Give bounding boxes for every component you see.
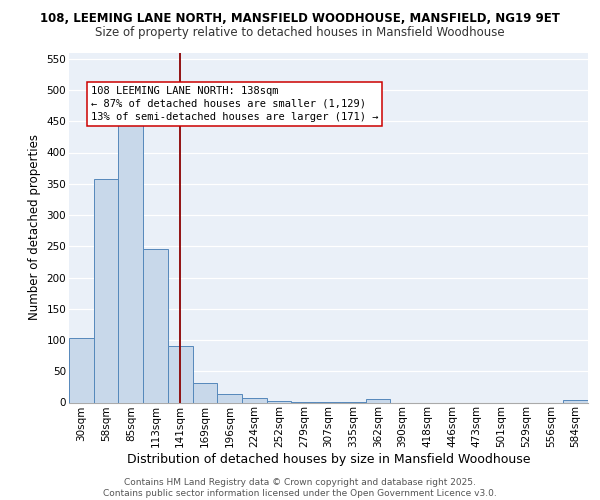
Bar	[365, 400, 390, 402]
Bar	[168, 346, 193, 403]
Bar	[143, 248, 168, 402]
Bar	[94, 180, 118, 402]
X-axis label: Distribution of detached houses by size in Mansfield Woodhouse: Distribution of detached houses by size …	[127, 453, 530, 466]
Bar	[118, 120, 143, 403]
Text: Size of property relative to detached houses in Mansfield Woodhouse: Size of property relative to detached ho…	[95, 26, 505, 39]
Text: 108, LEEMING LANE NORTH, MANSFIELD WOODHOUSE, MANSFIELD, NG19 9ET: 108, LEEMING LANE NORTH, MANSFIELD WOODH…	[40, 12, 560, 24]
Bar	[217, 394, 242, 402]
Bar	[563, 400, 588, 402]
Bar	[69, 338, 94, 402]
Bar	[267, 400, 292, 402]
Text: 108 LEEMING LANE NORTH: 138sqm
← 87% of detached houses are smaller (1,129)
13% : 108 LEEMING LANE NORTH: 138sqm ← 87% of …	[91, 86, 378, 122]
Bar	[193, 383, 217, 402]
Text: Contains HM Land Registry data © Crown copyright and database right 2025.
Contai: Contains HM Land Registry data © Crown c…	[103, 478, 497, 498]
Bar	[242, 398, 267, 402]
Y-axis label: Number of detached properties: Number of detached properties	[28, 134, 41, 320]
